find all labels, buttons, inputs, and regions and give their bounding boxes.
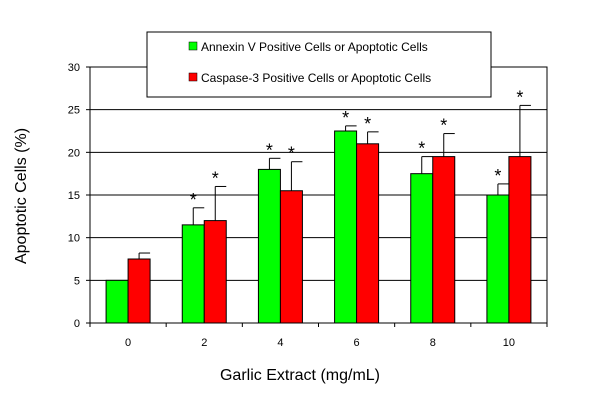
x-axis-title: Garlic Extract (mg/mL) bbox=[220, 367, 380, 384]
bar-s0-2 bbox=[181, 224, 205, 324]
axes bbox=[86, 66, 548, 327]
significance-star: * bbox=[190, 190, 197, 210]
bar-s0-0 bbox=[105, 279, 129, 324]
y-axis-title: Apoptotic Cells (%) bbox=[13, 128, 30, 264]
y-tick-label: 5 bbox=[74, 275, 80, 287]
y-tick-label: 15 bbox=[68, 190, 80, 202]
x-tick-label: 2 bbox=[201, 337, 207, 349]
y-tick-label: 10 bbox=[68, 233, 80, 245]
significance-star: * bbox=[494, 166, 501, 186]
x-tick-label: 10 bbox=[503, 337, 515, 349]
y-tick-label: 20 bbox=[68, 147, 80, 159]
legend-swatch-caspase bbox=[188, 72, 198, 82]
x-tick-label: 4 bbox=[277, 337, 283, 349]
legend-swatch-annexin bbox=[188, 41, 198, 51]
significance-star: * bbox=[288, 144, 295, 164]
bar-s1-2 bbox=[203, 220, 227, 324]
x-tick-label: 6 bbox=[354, 337, 360, 349]
significance-star: * bbox=[418, 139, 425, 159]
bar-s1-6 bbox=[356, 143, 380, 324]
significance-star: * bbox=[212, 168, 219, 188]
bar-s1-0 bbox=[127, 258, 151, 324]
legend-box bbox=[146, 31, 492, 98]
bar-s0-4 bbox=[257, 168, 281, 324]
legend-label-annexin: Annexin V Positive Cells or Apoptotic Ce… bbox=[201, 40, 428, 54]
significance-star: * bbox=[440, 116, 447, 136]
bars: * * * * * * * * * * bbox=[105, 87, 532, 324]
x-tick-label: 0 bbox=[125, 337, 131, 349]
significance-star: * bbox=[266, 140, 273, 160]
significance-star: * bbox=[364, 114, 371, 134]
significance-star: * bbox=[342, 108, 349, 128]
gridlines bbox=[90, 109, 547, 281]
bar-s0-8 bbox=[410, 173, 434, 324]
legend: Annexin V Positive Cells or Apoptotic Ce… bbox=[146, 31, 492, 98]
bar-s1-4 bbox=[279, 190, 303, 324]
tick-labels: 0 5 10 15 20 25 30 0 2 4 6 8 10 bbox=[68, 62, 515, 349]
x-tick-label: 8 bbox=[430, 337, 436, 349]
y-tick-label: 0 bbox=[74, 318, 80, 330]
significance-star: * bbox=[516, 87, 523, 107]
legend-label-caspase: Caspase-3 Positive Cells or Apoptotic Ce… bbox=[201, 71, 431, 85]
bar-s1-10 bbox=[508, 156, 532, 324]
bar-s0-10 bbox=[486, 194, 510, 324]
bar-s0-6 bbox=[334, 130, 358, 324]
y-tick-label: 25 bbox=[68, 105, 80, 117]
y-tick-label: 30 bbox=[68, 62, 80, 74]
bar-s1-8 bbox=[432, 156, 456, 324]
